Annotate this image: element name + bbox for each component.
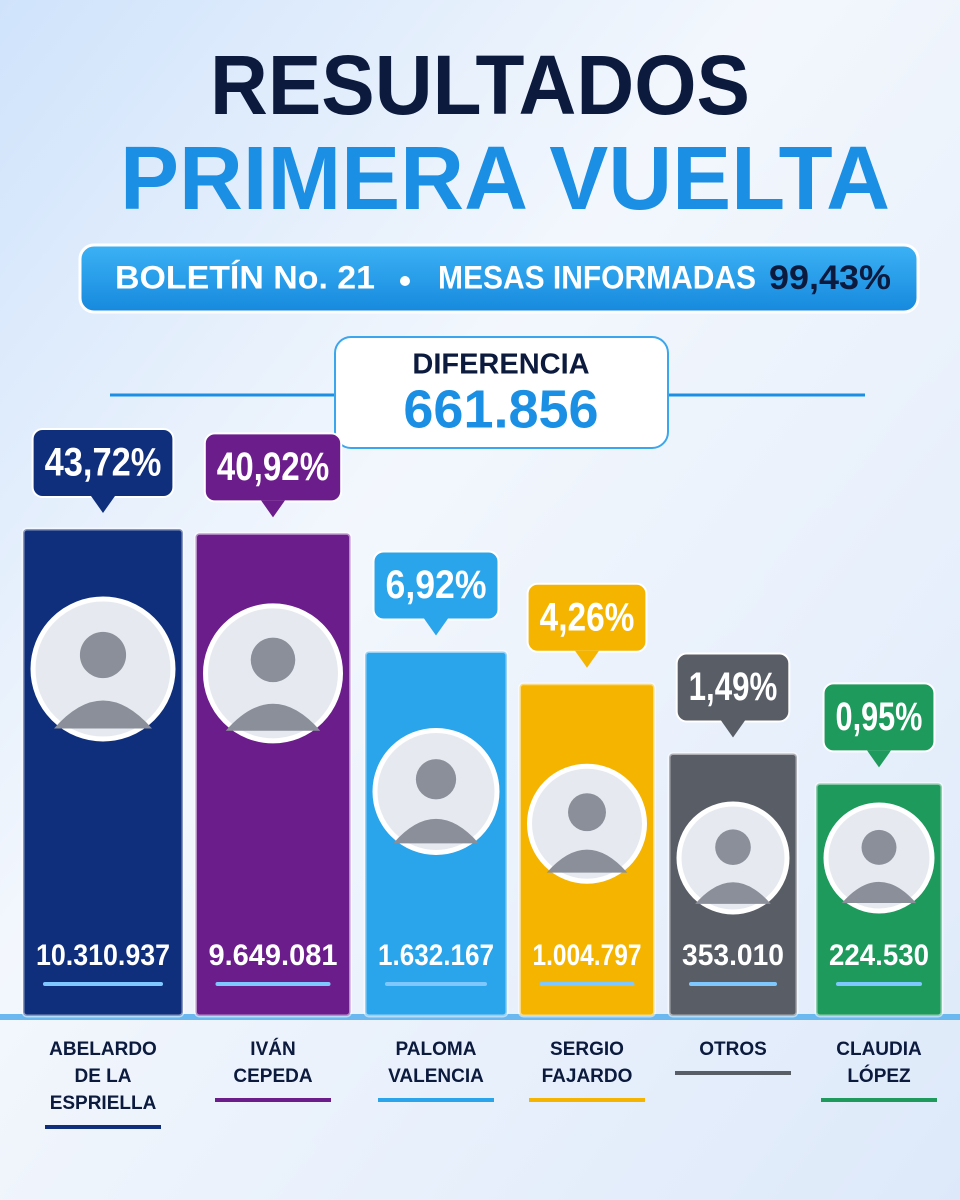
title: RESULTADOS [210, 38, 750, 132]
portrait-head [715, 829, 751, 866]
category-label: SERGIO FAJARDO [529, 1036, 645, 1102]
category-label: ABELARDO DE LA ESPRIELLA [45, 1036, 161, 1129]
portrait-body [546, 849, 628, 873]
portrait-head [250, 637, 296, 683]
portrait-body [393, 818, 479, 844]
votes-label: 9.649.081 [209, 939, 338, 972]
value-label: 0,95% [836, 695, 923, 739]
votes-underline [43, 982, 163, 986]
portrait-body [54, 700, 152, 729]
category-label: OTROS [675, 1036, 791, 1075]
portrait-body [225, 703, 321, 731]
category-label: PALOMA VALENCIA [378, 1036, 494, 1102]
votes-underline [539, 982, 635, 986]
portrait-head [568, 793, 606, 832]
votes-label: 10.310.937 [36, 939, 170, 972]
value-label: 40,92% [217, 445, 329, 489]
value-pointer [261, 500, 285, 518]
subtitle: PRIMERA VUELTA [120, 129, 890, 229]
votes-underline [385, 982, 487, 986]
votes-label: 353.010 [682, 939, 784, 972]
difference-value: 661.856 [403, 379, 598, 439]
value-label: 43,72% [45, 441, 162, 485]
portrait-body [695, 882, 771, 904]
difference-label: DIFERENCIA [412, 349, 589, 381]
separator [400, 276, 410, 286]
value-label: 6,92% [386, 563, 487, 607]
banner [78, 243, 920, 314]
votes-underline [689, 982, 777, 986]
category-label: IVÁN CEPEDA [215, 1036, 331, 1102]
votes-label: 224.530 [829, 939, 929, 972]
value-pointer [721, 720, 745, 738]
value-label: 4,26% [540, 595, 635, 639]
difference-box [334, 336, 669, 449]
reported-label: MESAS INFORMADAS [438, 259, 756, 295]
value-pointer [91, 495, 115, 513]
portrait-head [79, 631, 127, 679]
value-pointer [867, 750, 891, 768]
portrait-head [415, 759, 457, 800]
value-label: 1,49% [689, 665, 778, 709]
value-pointer [575, 650, 599, 668]
votes-label: 1.632.167 [378, 939, 494, 972]
value-pointer [424, 618, 448, 636]
reported-value: 99,43% [769, 259, 891, 297]
category-label: CLAUDIA LÓPEZ [821, 1036, 937, 1102]
votes-label: 1.004.797 [533, 939, 642, 972]
votes-underline [215, 982, 331, 986]
portrait-head [861, 829, 897, 865]
votes-underline [836, 982, 922, 986]
bulletin: BOLETÍN No. 21 [115, 259, 375, 295]
portrait-body [841, 881, 917, 904]
